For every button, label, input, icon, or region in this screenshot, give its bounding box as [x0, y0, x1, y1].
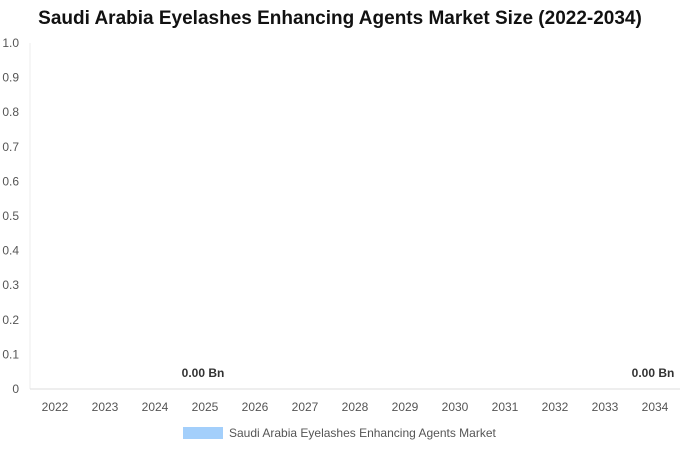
x-tick-label: 2031 — [492, 400, 519, 414]
data-label: 0.00 Bn — [182, 366, 225, 380]
y-tick-label: 0.5 — [2, 209, 19, 223]
x-tick-label: 2024 — [142, 400, 169, 414]
x-tick-label: 2032 — [542, 400, 569, 414]
legend[interactable]: Saudi Arabia Eyelashes Enhancing Agents … — [183, 426, 496, 440]
y-tick-label: 0.7 — [2, 140, 19, 154]
x-tick-label: 2029 — [392, 400, 419, 414]
chart-title: Saudi Arabia Eyelashes Enhancing Agents … — [38, 8, 642, 29]
y-tick-label: 0.9 — [2, 71, 19, 85]
y-tick-label: 1.0 — [2, 36, 19, 50]
legend-swatch — [183, 427, 223, 439]
data-label: 0.00 Bn — [632, 366, 675, 380]
x-tick-label: 2028 — [342, 400, 369, 414]
x-tick-label: 2033 — [592, 400, 619, 414]
y-tick-label: 0.3 — [2, 278, 19, 292]
x-tick-label: 2030 — [442, 400, 469, 414]
y-tick-label: 0 — [12, 382, 19, 396]
x-tick-label: 2023 — [92, 400, 119, 414]
y-tick-label: 0.1 — [2, 347, 19, 361]
x-tick-label: 2034 — [642, 400, 669, 414]
y-tick-label: 0.6 — [2, 174, 19, 188]
y-tick-label: 0.4 — [2, 244, 19, 258]
x-tick-label: 2022 — [42, 400, 69, 414]
x-tick-label: 2026 — [242, 400, 269, 414]
legend-label: Saudi Arabia Eyelashes Enhancing Agents … — [229, 426, 496, 440]
y-tick-label: 0.2 — [2, 313, 19, 327]
y-tick-label: 0.8 — [2, 105, 19, 119]
x-tick-label: 2025 — [192, 400, 219, 414]
x-tick-label: 2027 — [292, 400, 319, 414]
